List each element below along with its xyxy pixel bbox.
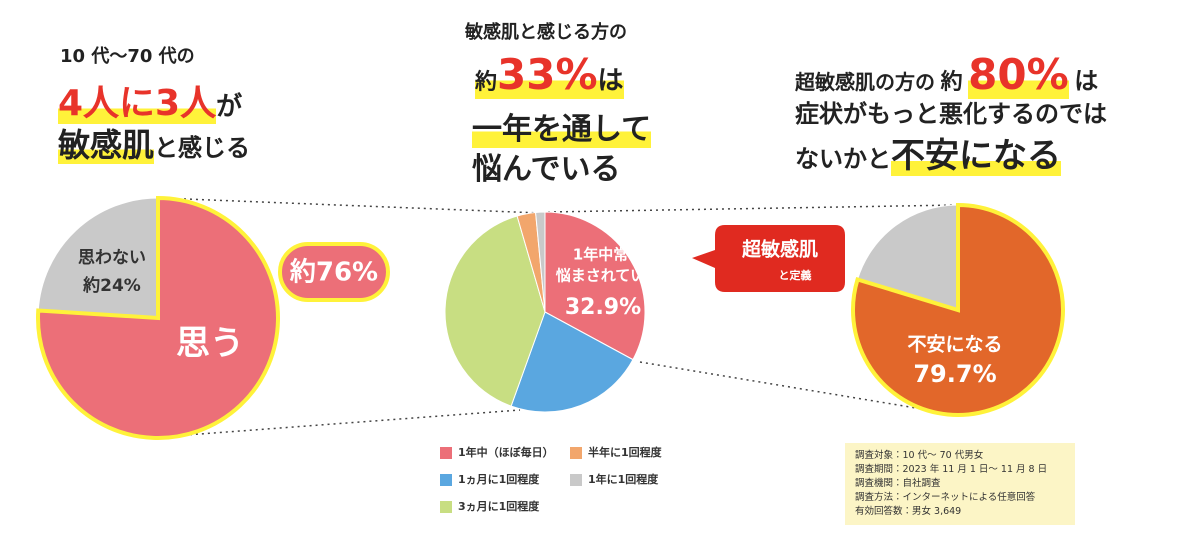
survey-line: 調査期間：2023 年 11 月 1 日〜 11 月 8 日 xyxy=(855,464,1048,475)
headline: 4人に3人が xyxy=(58,74,242,126)
slices xyxy=(36,195,1065,440)
headline-text: と感じる xyxy=(154,134,251,162)
headline: 約33%は xyxy=(475,50,624,99)
pie-slice xyxy=(444,215,546,407)
connectors xyxy=(159,197,959,438)
pie-slice xyxy=(510,311,634,413)
pie-slice xyxy=(544,211,646,361)
legend-label: 1年中（ほぼ毎日） xyxy=(458,445,554,459)
headline-text: 約 xyxy=(940,70,963,95)
annotation: 悩まされている xyxy=(555,267,661,285)
headline: 10 代〜70 代の xyxy=(60,46,195,67)
legend-label: 半年に1回程度 xyxy=(588,445,663,459)
value-badge xyxy=(278,242,390,302)
legend-label: 1ヵ月に1回程度 xyxy=(458,472,540,486)
connector xyxy=(547,204,959,213)
headline-emph: 4人に3人 xyxy=(58,83,217,124)
legend-swatch xyxy=(570,474,582,486)
headline-text: は xyxy=(1074,67,1099,95)
pie-slice xyxy=(535,211,546,313)
headline-text: 超敏感肌の方の xyxy=(795,70,935,94)
legend: 1年中（ほぼ毎日） 1ヵ月に1回程度 3ヵ月に1回程度 半年に1回程度 1年に1回程度 xyxy=(440,445,663,513)
pie-slice xyxy=(36,195,280,440)
callout-title: 超敏感肌 xyxy=(741,238,818,261)
legend-swatch xyxy=(570,447,582,459)
headline: 超敏感肌の方の 約 80% は xyxy=(795,50,1098,99)
headline-text: が xyxy=(216,92,243,122)
legend-label: 1年に1回程度 xyxy=(588,472,659,486)
headline-text: ないかと xyxy=(795,145,891,173)
headline: 悩んでいる xyxy=(472,152,621,187)
pie-slice xyxy=(37,197,159,319)
connector xyxy=(159,409,521,438)
callout-bubble xyxy=(692,225,845,292)
survey-line: 調査対象：10 代〜 70 代男女 xyxy=(855,450,984,461)
slice-label: 不安になる xyxy=(907,334,1002,356)
value-label: 約76% xyxy=(289,257,378,288)
headline: 症状がもっと悪化するのでは xyxy=(795,100,1107,128)
survey-box: 調査対象：10 代〜 70 代男女調査期間：2023 年 11 月 1 日〜 1… xyxy=(845,443,1075,525)
legend-swatch xyxy=(440,447,452,459)
legend-swatch xyxy=(440,501,452,513)
slice-label: 思う xyxy=(176,324,244,364)
value-label: 32.9% xyxy=(565,295,641,320)
headline-text: は xyxy=(597,66,624,96)
survey-line: 調査方法：インターネットによる任意回答 xyxy=(855,492,1036,503)
callout-subtitle: と定義 xyxy=(779,268,812,282)
headline: 敏感肌と感じる方の xyxy=(465,22,627,43)
value-label: 約24% xyxy=(82,275,141,296)
legend-label: 3ヵ月に1回程度 xyxy=(458,499,540,513)
pie-slice xyxy=(851,202,1065,417)
headline: 敏感肌と感じる xyxy=(58,120,250,166)
slice-label: 思わない xyxy=(78,248,146,268)
value-label: 79.7% xyxy=(913,360,996,388)
survey-line: 調査機関：自社調査 xyxy=(855,478,941,489)
pie-slice xyxy=(856,204,959,311)
connector xyxy=(159,197,541,214)
headline-text: 約 xyxy=(475,70,498,95)
survey-line: 有効回答数：男女 3,649 xyxy=(855,506,962,517)
legend-swatch xyxy=(440,474,452,486)
headline-keyword: 敏感肌 xyxy=(58,126,155,164)
annotation: 1年中常に xyxy=(573,246,643,264)
headline: 一年を通して xyxy=(472,104,652,148)
headline-emph: 80% xyxy=(968,50,1069,99)
headline-emph: 33% xyxy=(497,50,598,99)
headline-keyword: 不安になる xyxy=(891,136,1061,176)
headline: ないかと不安になる xyxy=(795,128,1061,177)
